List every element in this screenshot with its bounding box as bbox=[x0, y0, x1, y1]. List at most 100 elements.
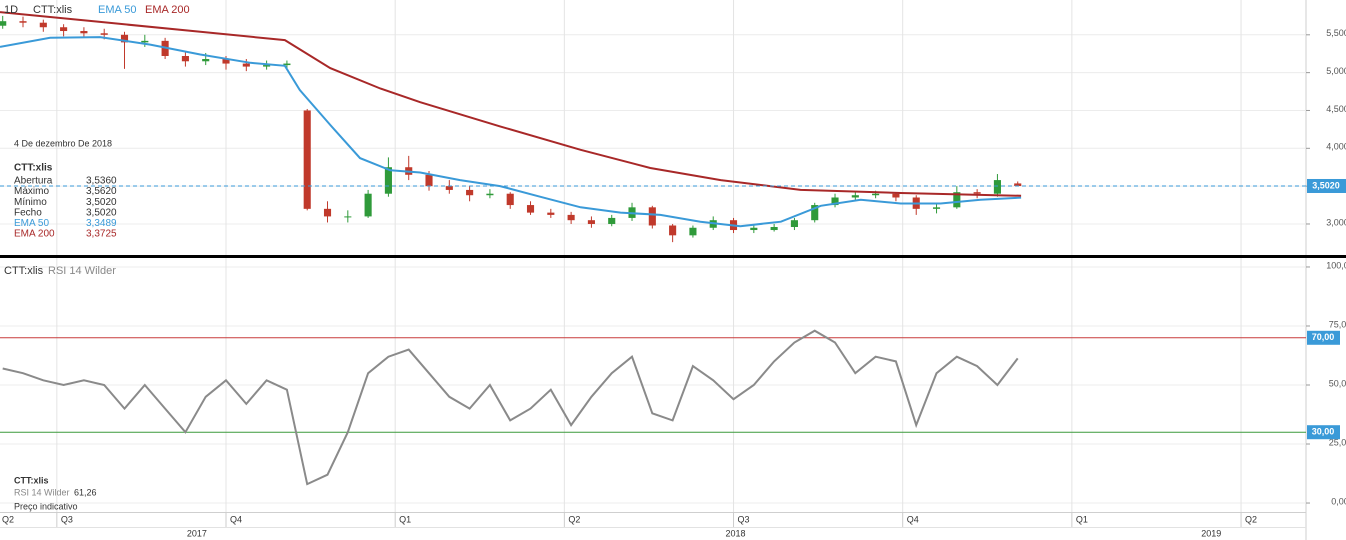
footer-note: Preço indicativo bbox=[14, 501, 78, 511]
candle-body bbox=[851, 195, 859, 198]
candle-body bbox=[892, 193, 900, 198]
info-value: 3,5620 bbox=[86, 186, 117, 197]
candle-body bbox=[872, 193, 880, 196]
candle-body bbox=[445, 186, 453, 190]
x-tick-label: Q3 bbox=[61, 514, 73, 524]
level-tag bbox=[1307, 425, 1340, 440]
candle-body bbox=[993, 180, 1001, 194]
candle-body bbox=[181, 55, 189, 62]
candle-body bbox=[567, 214, 575, 221]
x-tick-label: Q4 bbox=[230, 514, 242, 524]
candle-body bbox=[669, 225, 677, 236]
x-tick-label: Q2 bbox=[1245, 514, 1257, 524]
candle-body bbox=[973, 192, 981, 194]
x-tick-label: Q3 bbox=[738, 514, 750, 524]
x-tick-label: Q2 bbox=[2, 514, 14, 524]
info-label: Fecho bbox=[14, 207, 42, 218]
candle-body bbox=[506, 193, 514, 206]
candle-body bbox=[100, 33, 108, 35]
candle-body bbox=[222, 59, 230, 64]
last-price-tag bbox=[1307, 178, 1346, 193]
candle-body bbox=[526, 205, 535, 213]
footer-indicator: RSI 14 Wilder bbox=[14, 487, 70, 497]
candle-body bbox=[790, 220, 798, 228]
candle-body bbox=[303, 110, 311, 209]
info-label: EMA 200 bbox=[14, 229, 55, 240]
year-label: 2018 bbox=[726, 528, 746, 538]
y-tick-label: 25,00 bbox=[1329, 437, 1346, 447]
candle-body bbox=[60, 27, 68, 32]
info-value: 3,5360 bbox=[86, 176, 117, 187]
footer-value: 61,26 bbox=[74, 487, 97, 497]
level-tag bbox=[1307, 330, 1340, 345]
info-label: Abertura bbox=[14, 176, 53, 187]
info-value: 3,5020 bbox=[86, 197, 117, 208]
info-value: 3,3489 bbox=[86, 218, 117, 229]
y-tick-label: 100,00 bbox=[1326, 260, 1346, 270]
info-symbol: CTT:xlis bbox=[14, 163, 53, 174]
candle-body bbox=[344, 216, 352, 218]
candle-body bbox=[770, 227, 778, 231]
candle-body bbox=[932, 207, 941, 209]
candle-body bbox=[39, 22, 47, 28]
info-label: Mínimo bbox=[14, 197, 47, 208]
candle-body bbox=[689, 227, 697, 236]
indicator: RSI 14 Wilder bbox=[48, 265, 116, 277]
info-value: 3,3725 bbox=[86, 229, 117, 240]
x-tick-label: Q1 bbox=[1076, 514, 1088, 524]
y-tick-label: 4,0000 bbox=[1326, 142, 1346, 152]
footer-symbol: CTT:xlis bbox=[14, 475, 49, 485]
candle-body bbox=[283, 63, 291, 66]
candle-body bbox=[263, 65, 271, 67]
y-tick-label: 75,00 bbox=[1329, 319, 1346, 329]
candle-body bbox=[486, 193, 494, 196]
x-tick-label: Q2 bbox=[568, 514, 580, 524]
candle-body bbox=[323, 208, 332, 217]
x-tick-label: Q1 bbox=[399, 514, 411, 524]
candle-body bbox=[0, 21, 7, 26]
x-tick-label: Q4 bbox=[907, 514, 919, 524]
candle-body bbox=[364, 193, 372, 217]
series-line bbox=[2, 329, 1019, 486]
symbol: CTT:xlis bbox=[33, 4, 73, 16]
candle-body bbox=[831, 197, 839, 206]
candle-body bbox=[141, 40, 149, 43]
candle-body bbox=[547, 212, 555, 215]
info-label: EMA 50 bbox=[14, 218, 49, 229]
candle-body bbox=[608, 217, 616, 224]
interval: 1D bbox=[4, 4, 18, 16]
y-tick-label: 0,00 bbox=[1331, 496, 1346, 506]
level-label: 30,00 bbox=[1312, 427, 1335, 437]
level-label: 70,00 bbox=[1312, 332, 1335, 342]
candle-body bbox=[242, 63, 250, 67]
year-label: 2019 bbox=[1201, 528, 1221, 538]
candle-body bbox=[466, 189, 474, 196]
symbol: CTT:xlis bbox=[4, 265, 44, 277]
info-date: 4 De dezembro De 2018 bbox=[14, 138, 112, 148]
y-tick-label: 5,5000 bbox=[1326, 28, 1346, 38]
candle-body bbox=[120, 34, 129, 43]
last-price-label: 3,5020 bbox=[1312, 180, 1340, 190]
legend-entry: EMA 200 bbox=[145, 4, 190, 16]
legend-entry: EMA 50 bbox=[98, 4, 137, 16]
candle-body bbox=[811, 205, 819, 221]
candle-body bbox=[648, 207, 656, 226]
y-tick-label: 4,5000 bbox=[1326, 104, 1346, 114]
candle-body bbox=[1014, 183, 1022, 186]
info-label: Máximo bbox=[14, 186, 49, 197]
year-label: 2017 bbox=[187, 528, 207, 538]
y-tick-label: 3,0000 bbox=[1326, 217, 1346, 227]
candle-body bbox=[425, 174, 433, 187]
candle-body bbox=[80, 31, 88, 34]
candle-body bbox=[384, 167, 392, 194]
info-value: 3,5020 bbox=[86, 207, 117, 218]
candle-body bbox=[953, 192, 961, 208]
candle-body bbox=[202, 59, 210, 62]
candle-body bbox=[19, 21, 27, 23]
candle-body bbox=[750, 227, 758, 231]
candle-body bbox=[587, 220, 595, 224]
y-tick-label: 50,00 bbox=[1329, 378, 1346, 388]
y-tick-label: 5,0000 bbox=[1326, 66, 1346, 76]
series-line bbox=[0, 11, 1022, 197]
